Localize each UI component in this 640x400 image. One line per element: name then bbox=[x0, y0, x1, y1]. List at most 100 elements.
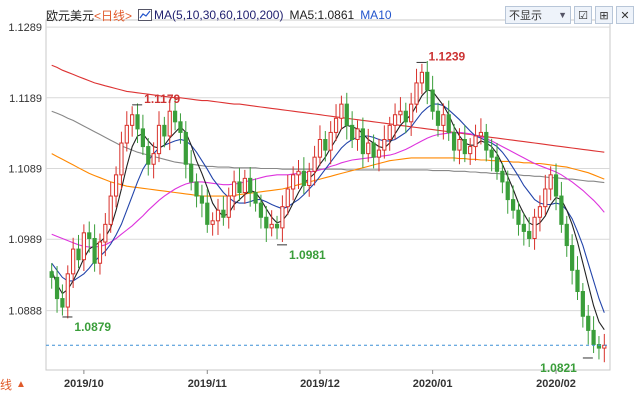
instrument-name: 欧元美元 bbox=[46, 8, 95, 23]
candle-up bbox=[328, 131, 333, 151]
candle-down bbox=[451, 131, 457, 151]
ma30-line bbox=[51, 131, 605, 248]
candle-down bbox=[425, 71, 430, 91]
candle-up bbox=[291, 174, 296, 190]
ma10-label: MA10 bbox=[360, 8, 392, 22]
candle-up bbox=[398, 110, 403, 116]
period-label[interactable]: <日线> bbox=[94, 8, 133, 23]
candle-down bbox=[76, 248, 81, 261]
candle-down bbox=[559, 195, 564, 225]
y-tick-label: 1.0888 bbox=[8, 306, 42, 318]
candle-up bbox=[414, 82, 419, 105]
candle-up bbox=[242, 177, 247, 194]
candle-down bbox=[60, 298, 65, 308]
x-tick-label: 2019/11 bbox=[188, 378, 227, 390]
ma200-line bbox=[51, 64, 605, 153]
candle-up bbox=[468, 146, 473, 155]
ma5-line bbox=[51, 89, 605, 331]
candle-down bbox=[199, 195, 205, 204]
candle-down bbox=[462, 138, 467, 155]
y-tick-label: 1.1189 bbox=[9, 93, 42, 105]
price-annotations: 1.0879 1.1179 1.0981 1.1239 1.0821 bbox=[46, 49, 610, 375]
candle-up bbox=[537, 206, 543, 218]
candle-up bbox=[548, 174, 553, 190]
high-annotation: 1.1239 bbox=[429, 49, 466, 63]
grid bbox=[45, 19, 611, 371]
grid-button[interactable]: ⊞ bbox=[595, 6, 613, 24]
x-tick-label: 2019/12 bbox=[300, 378, 340, 390]
candle-down bbox=[221, 209, 226, 218]
display-select[interactable]: 不显示 ▼ bbox=[505, 6, 571, 24]
candle-up bbox=[108, 195, 113, 225]
candle-up bbox=[366, 142, 371, 155]
candle-down bbox=[510, 199, 516, 211]
candle-up bbox=[457, 138, 462, 151]
candle-up bbox=[419, 71, 425, 84]
chevron-down-icon: ▼ bbox=[558, 10, 567, 20]
candle-down bbox=[253, 192, 258, 204]
candle-up bbox=[167, 110, 172, 137]
candle-down bbox=[172, 110, 178, 123]
candle-up bbox=[382, 138, 387, 151]
candle-up bbox=[441, 114, 446, 126]
candle-up bbox=[71, 248, 76, 275]
candle-up bbox=[124, 124, 129, 144]
x-tick-label: 2020/01 bbox=[413, 378, 453, 390]
candle-down bbox=[264, 216, 269, 229]
candle-up bbox=[307, 170, 312, 186]
candle-down bbox=[403, 110, 408, 123]
candle-down bbox=[189, 163, 194, 183]
candle-down bbox=[301, 170, 306, 186]
candle-down bbox=[527, 230, 532, 239]
candle-up bbox=[339, 103, 344, 119]
checkbox-button[interactable]: ☑ bbox=[574, 6, 592, 24]
ma100-line bbox=[51, 110, 605, 184]
candle-up bbox=[269, 223, 274, 229]
close-icon: ✕ bbox=[620, 9, 630, 22]
candle-down bbox=[494, 156, 500, 172]
candle-down bbox=[516, 209, 521, 225]
candle-up bbox=[156, 124, 162, 155]
plot-frame bbox=[45, 19, 611, 371]
candle-up bbox=[65, 273, 70, 308]
candle-down bbox=[446, 114, 451, 133]
candle-down bbox=[596, 344, 602, 349]
close-button[interactable]: ✕ bbox=[616, 6, 634, 24]
candle-up bbox=[543, 188, 548, 208]
display-select-value: 不显示 bbox=[509, 10, 542, 22]
ma-settings-label[interactable]: MA(5,10,30,60,100,200) bbox=[154, 8, 284, 22]
chart-controls: 不显示 ▼ ☑ ⊞ ✕ bbox=[505, 6, 634, 24]
candle-up bbox=[478, 131, 484, 137]
candle-up bbox=[473, 135, 478, 148]
candle-up bbox=[333, 117, 339, 133]
x-tick-label: 2019/10 bbox=[64, 378, 104, 390]
candle-down bbox=[258, 202, 264, 218]
checkbox-icon: ☑ bbox=[578, 9, 588, 22]
arrow-up-icon: ▲ bbox=[16, 379, 26, 390]
ma10-line bbox=[51, 103, 605, 313]
y-tick-label: 1.0989 bbox=[8, 234, 42, 246]
candlesticks bbox=[49, 61, 607, 363]
candle-down bbox=[570, 245, 575, 271]
candle-up bbox=[215, 209, 221, 222]
line-toggle[interactable]: 线 ▲ bbox=[0, 376, 26, 393]
low-annotation: 1.0981 bbox=[289, 248, 326, 262]
high-annotation: 1.1179 bbox=[144, 92, 180, 106]
candle-up bbox=[81, 232, 86, 261]
candle-up bbox=[210, 220, 215, 225]
candle-up bbox=[130, 114, 135, 126]
candle-down bbox=[553, 174, 559, 197]
candle-up bbox=[226, 195, 231, 218]
candle-down bbox=[371, 142, 376, 158]
grid-icon: ⊞ bbox=[599, 9, 609, 22]
candle-up bbox=[119, 142, 124, 176]
candle-up bbox=[317, 138, 323, 158]
low-annotation: 1.0821 bbox=[540, 361, 577, 375]
candle-down bbox=[178, 121, 183, 133]
candle-up bbox=[387, 124, 392, 140]
candle-down bbox=[162, 124, 167, 137]
candle-down bbox=[360, 128, 365, 155]
candle-up bbox=[231, 181, 237, 197]
candle-up bbox=[355, 128, 360, 140]
